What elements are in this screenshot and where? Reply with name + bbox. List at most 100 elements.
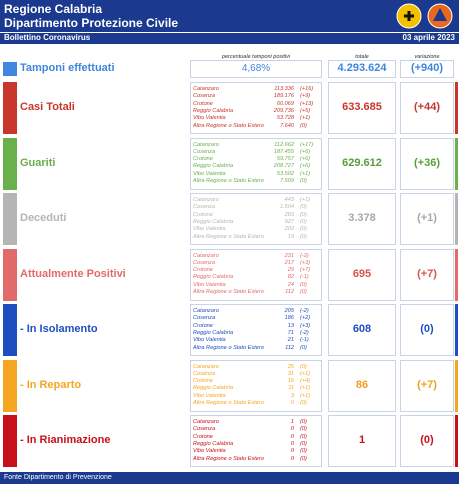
total-box — [328, 137, 396, 190]
district-value: 112.662 — [274, 141, 294, 148]
section-total: 3.378 — [348, 212, 376, 224]
district-name: Cosenza — [193, 148, 216, 155]
district-change: (+3) — [300, 322, 311, 329]
district-value: 112 — [285, 344, 294, 351]
district-change: (0) — [300, 419, 307, 425]
section-marker — [3, 415, 17, 467]
district-value: 21 — [287, 337, 294, 344]
footer-bar — [0, 472, 459, 484]
header — [0, 0, 459, 32]
district-change: (0) — [300, 218, 307, 225]
district-change: (+6) — [300, 148, 311, 155]
change-box — [400, 304, 454, 356]
district-name: Altra Regione o Stato Estero — [193, 122, 264, 129]
district-box — [190, 415, 322, 467]
district-name: Crotone — [193, 211, 213, 218]
district-change: (0) — [300, 226, 307, 233]
district-value: 71 — [287, 329, 294, 336]
bulletin: Bollettino Coronavirus — [4, 33, 91, 42]
district-change: (+6) — [300, 163, 311, 170]
change-box — [400, 248, 454, 301]
district-value: 0 — [290, 433, 294, 440]
section-label: - In Reparto — [20, 378, 82, 391]
district-name: Catanzaro — [193, 197, 219, 203]
district-value: 0 — [290, 455, 294, 462]
district-box — [190, 248, 322, 301]
col-total: totale — [355, 54, 369, 60]
district-change: (-2) — [300, 252, 309, 259]
district-name: Cosenza — [193, 259, 216, 266]
district-change: (+16) — [300, 86, 314, 92]
district-name: Reggio Calabria — [193, 385, 234, 392]
date: 03 aprile 2023 — [402, 33, 455, 42]
district-value: 60.069 — [276, 100, 294, 107]
district-name: Vibo Valentia — [193, 337, 226, 344]
change-box — [400, 193, 454, 245]
district-value: 1.504 — [280, 204, 294, 211]
district-value: 13 — [287, 322, 294, 329]
section-change: (+1) — [417, 212, 437, 224]
district-change: (+1) — [300, 197, 311, 203]
district-change: (0) — [300, 211, 307, 218]
change-box — [400, 82, 454, 134]
section-total: 695 — [352, 267, 372, 280]
district-change: (+17) — [300, 141, 314, 148]
district-box — [190, 82, 322, 134]
section-edge — [455, 359, 458, 412]
district-name: Altra Regione o Stato Estero — [193, 400, 264, 406]
total-box — [328, 415, 396, 467]
district-value: 0 — [290, 400, 294, 406]
section-label: Casi Totali — [20, 101, 75, 113]
col-change: variazione — [414, 54, 440, 60]
district-value: 11 — [288, 385, 294, 392]
section-total: 1 — [358, 434, 366, 446]
district-name: Reggio Calabria — [193, 107, 234, 114]
section-marker — [3, 82, 17, 134]
district-name: Catanzaro — [193, 86, 219, 92]
district-name: Crotone — [193, 156, 213, 163]
district-value: 24 — [287, 281, 294, 288]
section-edge — [455, 248, 458, 301]
district-name: Cosenza — [193, 426, 216, 433]
district-value: 82 — [287, 274, 294, 281]
district-name: Crotone — [193, 378, 213, 385]
district-value: 112 — [285, 289, 294, 295]
section-total: 629.612 — [342, 156, 382, 169]
district-value: 59.757 — [276, 156, 294, 163]
tests-total-box — [328, 60, 396, 78]
district-change: (+1) — [300, 392, 311, 399]
district-value: 1 — [290, 419, 294, 425]
district-change: (0) — [300, 178, 307, 184]
district-value: 31 — [287, 370, 294, 377]
district-change: (0) — [300, 233, 307, 240]
district-change: (0) — [300, 363, 307, 370]
district-name: Vibo Valentia — [193, 226, 226, 233]
district-name: Reggio Calabria — [193, 218, 234, 225]
district-name: Cosenza — [193, 93, 216, 100]
section-marker — [3, 248, 17, 301]
district-value: 0 — [290, 448, 294, 455]
district-name: Vibo Valentia — [193, 392, 226, 399]
district-value: 927 — [284, 218, 294, 225]
district-value: 25 — [287, 363, 294, 370]
district-name: Crotone — [193, 433, 213, 440]
district-name: Catanzaro — [193, 308, 219, 314]
total-box — [328, 82, 396, 134]
district-name: Reggio Calabria — [193, 329, 234, 336]
tests-marker — [3, 62, 17, 76]
tests-total: 4.293.624 — [337, 62, 387, 74]
change-box — [400, 359, 454, 412]
section-change: (0) — [420, 434, 434, 446]
total-box — [328, 193, 396, 245]
section-edge — [455, 304, 458, 356]
district-value: 202 — [284, 226, 294, 233]
section-change: (+44) — [414, 101, 440, 113]
district-change: (-2) — [300, 329, 309, 336]
district-name: Altra Regione o Stato Estero — [193, 289, 264, 295]
col-percentage: percentuale tamponi positivi — [221, 54, 291, 60]
district-change: (0) — [300, 289, 307, 295]
district-value: 113.336 — [274, 86, 294, 92]
district-name: Reggio Calabria — [193, 163, 234, 170]
total-box — [328, 359, 396, 412]
